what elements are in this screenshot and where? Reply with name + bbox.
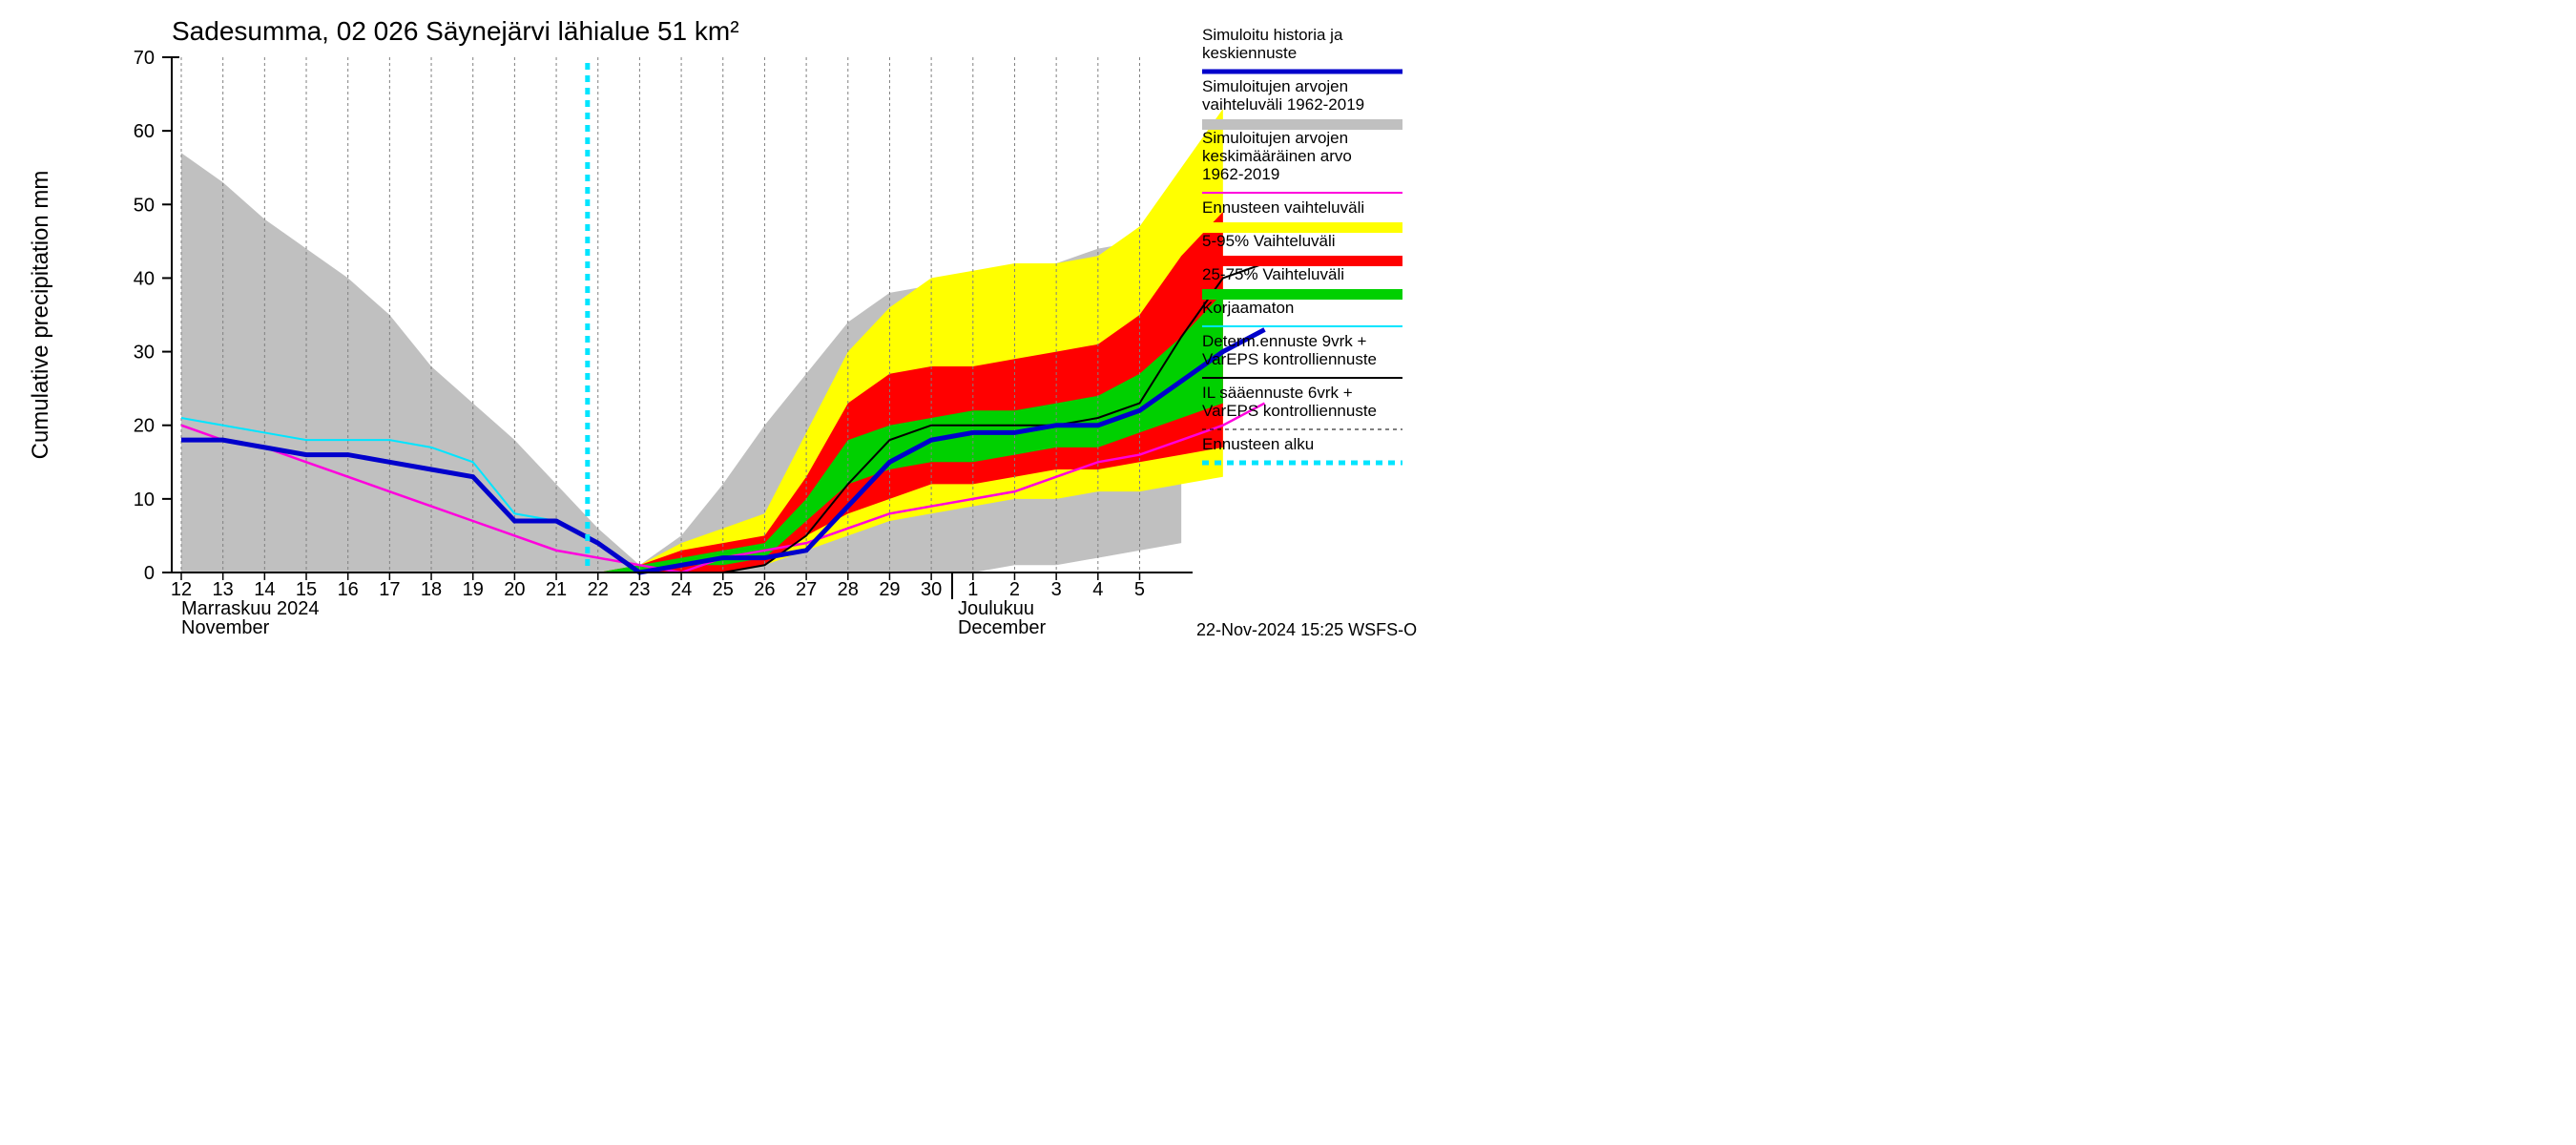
y-tick-label: 50 bbox=[134, 195, 155, 216]
y-tick-label: 10 bbox=[134, 489, 155, 510]
chart-container: 0102030405060701213141516171819202122232… bbox=[0, 0, 1431, 649]
chart-title: Sadesumma, 02 026 Säynejärvi lähialue 51… bbox=[172, 16, 739, 46]
x-tick-label: 12 bbox=[171, 579, 192, 600]
x-tick-label: 27 bbox=[796, 579, 817, 600]
legend-label: 25-75% Vaihteluväli bbox=[1202, 265, 1344, 283]
x-tick-label: 17 bbox=[379, 579, 400, 600]
month1-en: November bbox=[181, 617, 270, 638]
y-tick-label: 60 bbox=[134, 121, 155, 142]
y-tick-label: 20 bbox=[134, 416, 155, 437]
legend-label: Simuloitu historia ja bbox=[1202, 26, 1343, 44]
x-tick-label: 2 bbox=[1009, 579, 1020, 600]
x-tick-label: 18 bbox=[421, 579, 442, 600]
x-tick-label: 22 bbox=[588, 579, 609, 600]
x-tick-label: 19 bbox=[463, 579, 484, 600]
x-tick-label: 15 bbox=[296, 579, 317, 600]
x-tick-label: 5 bbox=[1134, 579, 1145, 600]
legend-label: VarEPS kontrolliennuste bbox=[1202, 350, 1377, 368]
legend-label: Determ.ennuste 9vrk + bbox=[1202, 332, 1367, 350]
legend-label: 1962-2019 bbox=[1202, 165, 1279, 183]
x-tick-label: 4 bbox=[1092, 579, 1103, 600]
x-tick-label: 14 bbox=[254, 579, 275, 600]
x-tick-label: 20 bbox=[504, 579, 525, 600]
legend-label: vaihteluväli 1962-2019 bbox=[1202, 95, 1364, 114]
x-tick-label: 30 bbox=[921, 579, 942, 600]
legend-label: 5-95% Vaihteluväli bbox=[1202, 232, 1336, 250]
month2-fi: Joulukuu bbox=[958, 598, 1034, 619]
legend-label: IL sääennuste 6vrk + bbox=[1202, 384, 1353, 402]
legend-label: keskimääräinen arvo bbox=[1202, 147, 1352, 165]
legend-label: Korjaamaton bbox=[1202, 299, 1294, 317]
x-tick-label: 21 bbox=[546, 579, 567, 600]
legend-label: Simuloitujen arvojen bbox=[1202, 77, 1348, 95]
y-tick-label: 30 bbox=[134, 343, 155, 364]
y-tick-label: 0 bbox=[144, 563, 155, 584]
footer-timestamp: 22-Nov-2024 15:25 WSFS-O bbox=[1196, 620, 1417, 639]
x-tick-label: 25 bbox=[713, 579, 734, 600]
month2-en: December bbox=[958, 617, 1047, 638]
month1-fi: Marraskuu 2024 bbox=[181, 598, 320, 619]
x-tick-label: 16 bbox=[338, 579, 359, 600]
legend-label: Simuloitujen arvojen bbox=[1202, 129, 1348, 147]
x-tick-label: 23 bbox=[629, 579, 650, 600]
x-tick-label: 28 bbox=[838, 579, 859, 600]
y-tick-label: 40 bbox=[134, 268, 155, 289]
y-axis-label: Cumulative precipitation mm bbox=[28, 171, 53, 460]
x-tick-label: 13 bbox=[213, 579, 234, 600]
x-tick-label: 24 bbox=[671, 579, 692, 600]
y-tick-label: 70 bbox=[134, 48, 155, 69]
precipitation-chart: 0102030405060701213141516171819202122232… bbox=[0, 0, 1431, 649]
x-tick-label: 29 bbox=[879, 579, 900, 600]
x-tick-label: 3 bbox=[1051, 579, 1062, 600]
legend-label: Ennusteen vaihteluväli bbox=[1202, 198, 1364, 217]
x-tick-label: 26 bbox=[754, 579, 775, 600]
legend-label: Ennusteen alku bbox=[1202, 435, 1314, 453]
x-tick-label: 1 bbox=[967, 579, 978, 600]
legend-label: keskiennuste bbox=[1202, 44, 1297, 62]
legend-label: VarEPS kontrolliennuste bbox=[1202, 402, 1377, 420]
